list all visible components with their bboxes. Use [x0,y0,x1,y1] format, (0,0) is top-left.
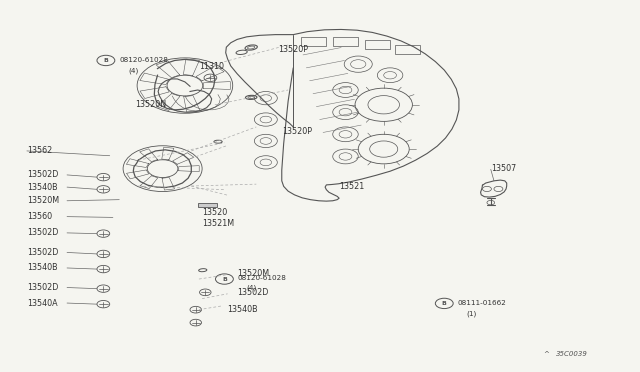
Text: (4): (4) [246,285,257,291]
Text: 13520M: 13520M [237,269,269,278]
Text: B: B [104,58,108,63]
Text: 08120-61028: 08120-61028 [237,275,286,280]
Text: 13540B: 13540B [27,263,58,272]
Text: B: B [442,301,447,306]
Bar [365,40,390,49]
Text: 13502D: 13502D [237,288,269,297]
Text: 35C0039: 35C0039 [556,351,588,357]
Bar [394,45,420,54]
Text: 13520P: 13520P [278,45,308,54]
Bar [301,37,326,46]
Bar [333,37,358,46]
Text: 13540B: 13540B [228,305,258,314]
Text: 13520N: 13520N [135,100,166,109]
Text: 13502D: 13502D [27,170,58,179]
Text: 13520M: 13520M [27,196,59,205]
Text: 13521: 13521 [339,182,364,191]
Text: 13520: 13520 [202,208,227,218]
Text: 11310: 11310 [199,62,224,71]
Text: 13520P: 13520P [282,127,312,136]
Text: 13540A: 13540A [27,299,58,308]
Text: 13502D: 13502D [27,283,58,292]
Text: (1): (1) [467,311,477,317]
Text: 13502D: 13502D [27,228,58,237]
Text: B: B [222,276,227,282]
Text: 13502D: 13502D [27,248,58,257]
Text: 13507: 13507 [491,164,516,173]
Text: 08120-61028: 08120-61028 [119,57,168,64]
Text: (4): (4) [129,68,139,74]
Text: 13562: 13562 [27,147,52,155]
Bar [198,203,217,208]
Text: 13560: 13560 [27,212,52,221]
Text: 13540B: 13540B [27,183,58,192]
Text: 13521M: 13521M [202,219,234,228]
Text: 08111-01662: 08111-01662 [457,301,506,307]
Text: ^: ^ [543,351,549,357]
